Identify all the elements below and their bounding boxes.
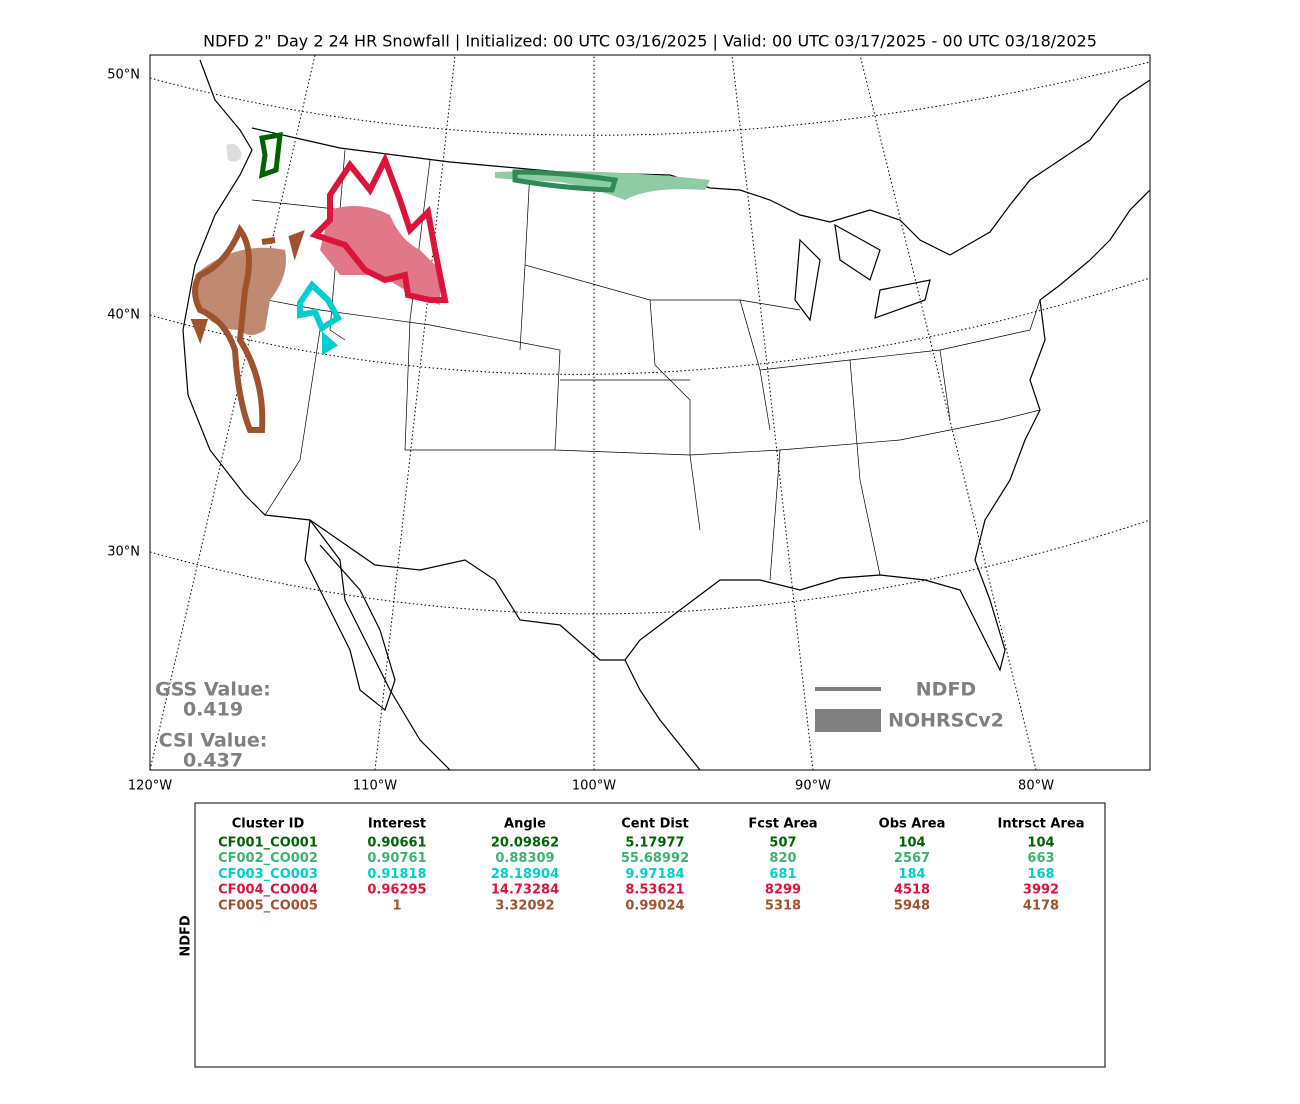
table-cell: 104 [1027,836,1054,851]
graticule [859,55,1037,770]
table-cell: 0.88309 [495,851,554,866]
map: NDFD NOHRSCv2 GSS Value: 0.419 CSI Value… [149,54,1151,772]
lon-label: 80°W [1018,779,1054,794]
obs-area [195,247,286,335]
table-cell: 9.97184 [625,867,684,882]
table-cell: 4518 [894,883,930,898]
table-header: Cluster ID [232,817,305,832]
obs-area [495,171,710,200]
fcst-area [258,131,283,179]
table-cell: CF005_CO005 [218,898,318,913]
lat-label: 40°N [107,308,140,323]
table-header: Angle [504,817,546,832]
table-cell: 0.91818 [367,867,426,882]
table-cell: CF004_CO004 [218,883,318,898]
table-cell: 168 [1027,867,1054,882]
table-cell: 8299 [765,883,801,898]
table-header: Interest [368,817,426,832]
lat-label: 30°N [107,545,140,560]
table-cell: 104 [898,836,925,851]
table-cell: 820 [769,851,796,866]
table-cell: 0.99024 [625,898,684,913]
table-cell: 0.96295 [367,883,426,898]
legend-swatch [815,709,881,732]
map-frame [149,54,1151,771]
graticule [150,519,1150,615]
table-cell: 28.18904 [491,867,559,882]
table-cell: 5.17977 [625,836,684,851]
table-cell: 3992 [1023,883,1059,898]
table-frame [194,802,1106,1068]
table-cell: 663 [1027,851,1054,866]
lon-label: 120°W [128,779,172,794]
table-cell: 0.90761 [367,851,426,866]
fcst-area [297,280,343,356]
table-cell: 0.90661 [367,836,426,851]
table-side-label: NDFD [179,915,194,957]
table-cell: 3.32092 [495,898,554,913]
table-cell: 4178 [1023,898,1059,913]
legend-label: NDFD [916,679,976,701]
table-header: Fcst Area [748,817,817,832]
coastline [304,519,396,712]
table-header: Obs Area [879,817,946,832]
fcst-area [512,169,619,193]
lon-label: 90°W [795,779,831,794]
table-cell: CF003_CO003 [218,867,318,882]
lon-label: 110°W [353,779,397,794]
table-cell: 14.73284 [491,883,559,898]
obs-area [226,143,242,162]
table-header: Cent Dist [621,817,689,832]
lat-label: 50°N [107,68,140,83]
table-cell: CF002_CO002 [218,851,318,866]
gss-label: GSS Value: [155,679,271,701]
table-cell: 507 [769,836,796,851]
table-cell: 5318 [765,898,801,913]
lakes [794,223,931,322]
lon-label: 100°W [572,779,616,794]
coastline [624,189,1150,770]
state-lines [214,149,1041,581]
table-cell: 20.09862 [491,836,559,851]
table-cell: 2567 [894,851,930,866]
table-cell: 1 [392,898,401,913]
table-header: Intrsct Area [998,817,1085,832]
table-cell: 55.68992 [621,851,689,866]
fcst-area [309,152,449,303]
title: NDFD 2" Day 2 24 HR Snowfall | Initializ… [203,32,1097,51]
gss-value: 0.419 [183,699,243,721]
border [309,519,625,661]
table-cell: 184 [898,867,925,882]
graticule [150,61,1150,136]
table-cell: 681 [769,867,796,882]
csi-label: CSI Value: [159,730,268,752]
fcst-area [190,224,305,433]
coastline [182,59,451,770]
csi-value: 0.437 [183,750,243,772]
table-cell: CF001_CO001 [218,836,318,851]
table-cell: 8.53621 [625,883,684,898]
obs-area [320,206,440,305]
table-cell: 5948 [894,898,930,913]
legend-label: NOHRSCv2 [888,710,1004,732]
